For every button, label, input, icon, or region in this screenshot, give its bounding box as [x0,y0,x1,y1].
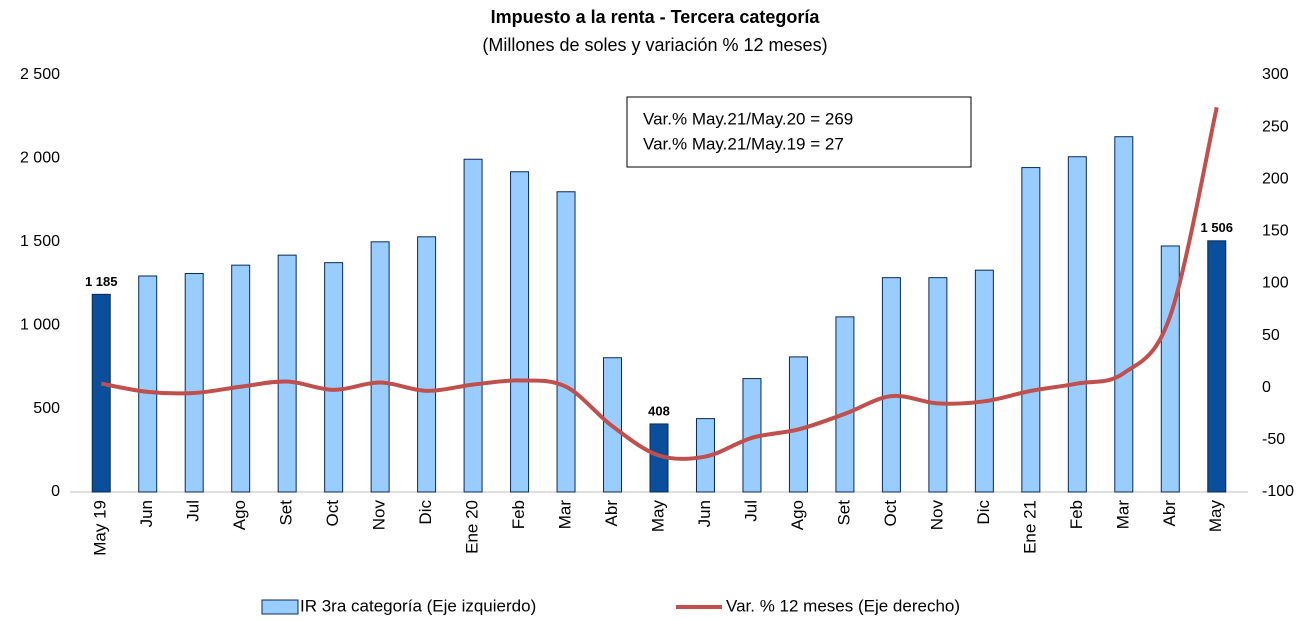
line [100,106,1219,462]
x-tick-label: Ene 20 [463,500,482,554]
x-tick-label: Feb [1067,500,1086,529]
x-tick-label: Ago [788,500,807,530]
x-tick-label: Jun [137,500,156,527]
x-tick-label: May [1206,500,1225,533]
x-tick-label: Abr [1160,500,1179,527]
x-tick-label: May 19 [91,500,110,556]
x-tick-label: Feb [509,500,528,529]
x-tick-label: Set [277,500,296,526]
x-tick-label: Abr [602,500,621,527]
x-tick-label: Mar [556,500,575,530]
bar [928,277,948,493]
y-tick-label: 500 [33,400,60,417]
x-tick-label: Jun [695,500,714,527]
y2-tick-label: 50 [1262,327,1280,344]
bar [324,262,344,493]
bar [91,293,111,493]
annotation: Var.% May.21/May.19 = 27 [643,134,844,153]
x-tick-label: Dic [974,500,993,525]
bar [370,241,390,493]
bar [138,275,158,493]
bar [1160,245,1180,493]
bar [1114,136,1134,493]
y2-tick-label: -50 [1262,431,1285,448]
bar [510,171,530,493]
x-tick-label: Jul [184,500,203,522]
bar [417,236,437,493]
x-tick-label: Ago [230,500,249,530]
bar [788,356,808,493]
y2-tick-label: 250 [1262,118,1289,135]
y2-tick-label: 300 [1262,66,1289,83]
bar [881,277,901,493]
bar [463,158,483,493]
x-tick-label: Oct [881,500,900,527]
annotation-box [626,96,972,168]
bar [556,191,576,493]
data-label: 1 185 [85,274,118,289]
chart-subtitle: (Millones de soles y variación % 12 mese… [482,35,827,55]
x-tick-label: Nov [927,500,946,531]
y2-tick-label: 150 [1262,223,1289,240]
bar [835,316,855,493]
y-tick-label: 1 000 [20,316,60,333]
bar [974,269,994,493]
legend-label: Var. % 12 meses (Eje derecho) [726,596,960,615]
y2-tick-label: 0 [1262,379,1271,396]
x-tick-label: Nov [370,500,389,531]
data-label: 408 [648,403,670,418]
bar [1207,240,1227,493]
x-tick-label: Oct [323,500,342,527]
x-tick-label: Dic [416,500,435,525]
bar [231,264,251,493]
bar [1067,156,1087,493]
y-tick-label: 2 000 [20,150,60,167]
x-tick-label: Set [834,500,853,526]
chart-title: Impuesto a la renta - Tercera categoría [491,7,821,27]
y-tick-label: 1 500 [20,233,60,250]
data-label: 1 506 [1200,220,1233,235]
y2-tick-label: -100 [1262,483,1294,500]
bar [184,272,204,493]
y2-tick-label: 100 [1262,275,1289,292]
annotation: Var.% May.21/May.20 = 269 [643,109,853,128]
x-tick-label: Mar [1113,500,1132,530]
y-tick-label: 2 500 [20,66,60,83]
x-tick-label: May [648,500,667,533]
x-tick-label: Jul [741,500,760,522]
y2-tick-label: 200 [1262,170,1289,187]
x-tick-label: Ene 21 [1020,500,1039,554]
legend-label: IR 3ra categoría (Eje izquierdo) [300,596,536,615]
legend-swatch [261,599,299,615]
bar [1021,167,1041,493]
y-tick-label: 0 [51,483,60,500]
bar [277,254,297,493]
